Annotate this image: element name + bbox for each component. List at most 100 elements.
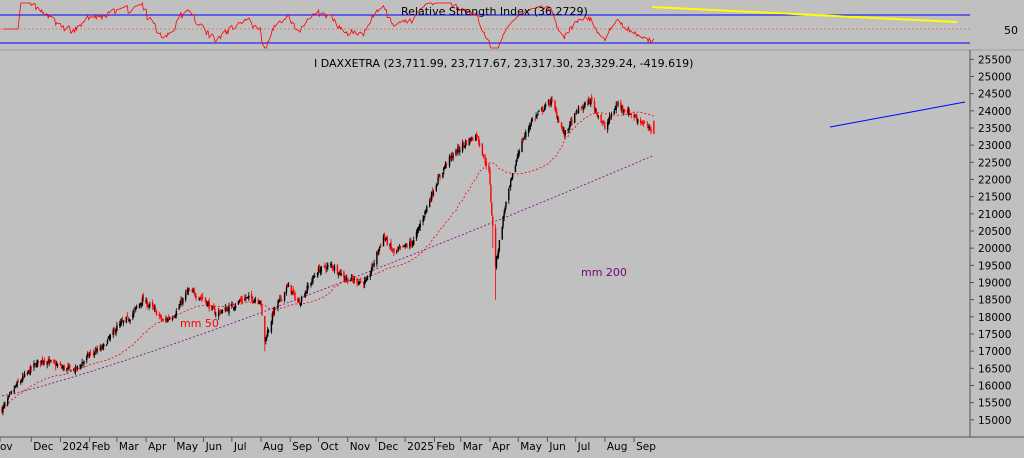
candle-down bbox=[490, 185, 492, 202]
candle-down bbox=[478, 142, 481, 146]
candle-up bbox=[327, 265, 329, 267]
candle-down bbox=[393, 248, 395, 253]
candle-up bbox=[436, 184, 438, 186]
candle-down bbox=[602, 121, 604, 123]
candle-down bbox=[47, 360, 49, 364]
candle-down bbox=[292, 289, 294, 293]
candle-up bbox=[27, 370, 30, 372]
candle-up bbox=[277, 301, 279, 309]
candle-down bbox=[294, 293, 296, 300]
x-tick-label: Feb bbox=[436, 441, 455, 453]
candle-up bbox=[76, 366, 79, 368]
candle-up bbox=[7, 398, 9, 405]
candle-up bbox=[128, 319, 130, 321]
candle-up bbox=[175, 311, 177, 316]
candle-up bbox=[7, 395, 10, 398]
candle-up bbox=[346, 278, 348, 280]
candle-down bbox=[472, 139, 474, 141]
candle-up bbox=[455, 149, 457, 155]
candle-up bbox=[42, 361, 45, 364]
rsi-title: Relative Strength Index (36.2729) bbox=[401, 5, 588, 18]
candle-up bbox=[384, 239, 387, 241]
candle-up bbox=[247, 296, 249, 298]
candle-down bbox=[147, 305, 149, 306]
candle-up bbox=[311, 280, 313, 282]
candle-up bbox=[457, 147, 459, 153]
x-tick-label: Mar bbox=[119, 441, 139, 453]
y-tick-label: 24000 bbox=[978, 106, 1011, 118]
candle-down bbox=[153, 307, 155, 309]
candle-up bbox=[468, 138, 470, 146]
candle-up bbox=[306, 285, 308, 294]
candle-down bbox=[208, 301, 210, 309]
candle-down bbox=[160, 316, 162, 320]
candle-up bbox=[417, 227, 420, 230]
candle-down bbox=[324, 264, 326, 268]
candle-up bbox=[358, 281, 360, 285]
candle-up bbox=[495, 256, 498, 268]
candle-up bbox=[536, 114, 538, 117]
candle-up bbox=[112, 329, 114, 335]
candle-down bbox=[280, 296, 282, 300]
candle-down bbox=[396, 248, 399, 250]
candle-down bbox=[158, 314, 160, 317]
candle-up bbox=[594, 109, 597, 112]
candle-up bbox=[48, 359, 50, 363]
candle-up bbox=[415, 232, 418, 239]
y-tick-label: 19000 bbox=[978, 277, 1011, 289]
support-trendline bbox=[829, 101, 966, 128]
candle-down bbox=[356, 278, 358, 284]
x-tick-label: Feb bbox=[92, 441, 111, 453]
x-tick-label: Sep bbox=[636, 441, 656, 453]
candle-down bbox=[561, 128, 564, 130]
candle-up bbox=[459, 150, 461, 152]
candle-up bbox=[510, 180, 512, 188]
candle-up bbox=[248, 295, 250, 299]
candle-up bbox=[148, 305, 150, 307]
candle-up bbox=[504, 208, 506, 213]
candle-up bbox=[316, 272, 319, 278]
candle-down bbox=[589, 100, 591, 104]
candle-up bbox=[226, 308, 228, 311]
candle-down bbox=[451, 154, 453, 159]
candle-up bbox=[314, 276, 316, 277]
candle-up bbox=[68, 366, 70, 369]
candle-up bbox=[21, 380, 23, 382]
candle-up bbox=[418, 226, 420, 229]
candle-down bbox=[478, 137, 480, 143]
x-tick-label: May bbox=[176, 441, 198, 453]
candle-up bbox=[382, 235, 385, 247]
candle-down bbox=[185, 290, 188, 293]
candle-up bbox=[385, 237, 387, 240]
candle-down bbox=[352, 278, 355, 282]
candle-up bbox=[429, 200, 431, 207]
y-tick-label: 17500 bbox=[978, 329, 1011, 341]
candle-down bbox=[126, 315, 128, 317]
candle-down bbox=[471, 137, 473, 140]
candle-down bbox=[653, 120, 655, 134]
y-axis-ticks: 25500 25000 24500 24000 23500 23000 22500 22000… bbox=[970, 54, 1011, 427]
x-tick-label: Aug bbox=[607, 441, 628, 453]
candle-up bbox=[416, 229, 419, 234]
candle-down bbox=[239, 299, 241, 301]
candle-up bbox=[389, 244, 391, 247]
candle-down bbox=[39, 360, 42, 364]
candle-up bbox=[523, 138, 525, 140]
candle-down bbox=[399, 246, 402, 248]
candle-up bbox=[404, 244, 406, 247]
candle-up bbox=[537, 112, 539, 114]
candle-up bbox=[530, 120, 533, 124]
candle-down bbox=[250, 294, 253, 299]
candle-down bbox=[620, 102, 622, 108]
candle-up bbox=[437, 177, 439, 185]
candle-up bbox=[607, 122, 609, 130]
candle-up bbox=[396, 250, 398, 253]
x-tick-label: ov bbox=[0, 441, 13, 453]
x-tick-label: Dec bbox=[378, 441, 399, 453]
candle-down bbox=[297, 299, 299, 302]
y-tick-label: 15500 bbox=[978, 398, 1011, 410]
x-tick-label: 2024 bbox=[62, 441, 89, 453]
candle-up bbox=[103, 344, 105, 347]
